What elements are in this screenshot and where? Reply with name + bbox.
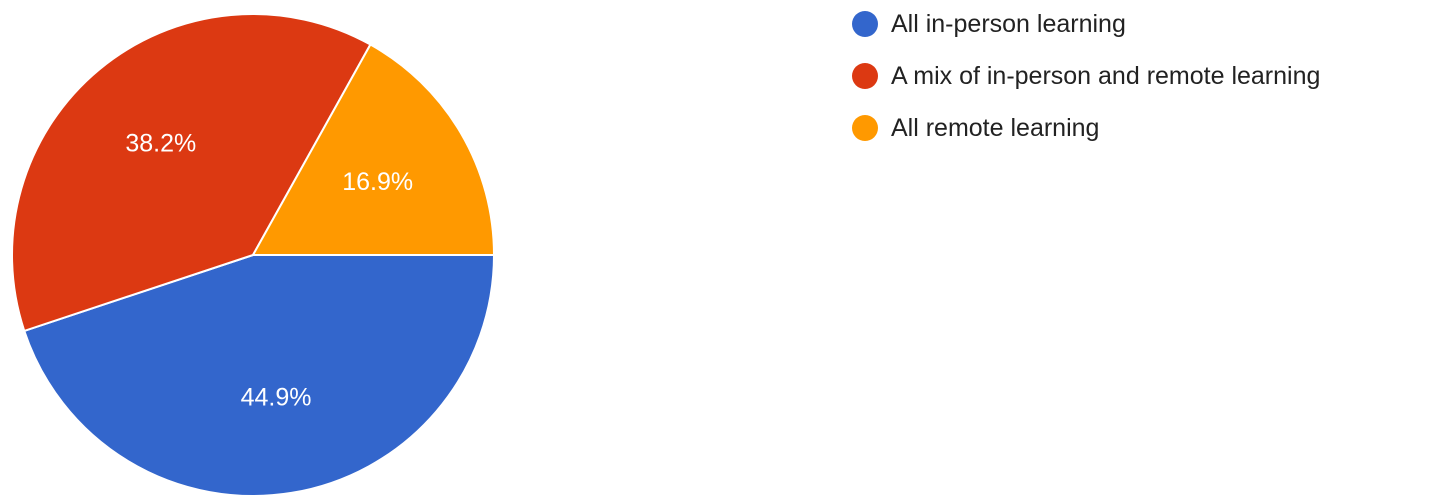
legend-item-1: All in-person learning — [852, 10, 1126, 38]
legend-item-3: All remote learning — [852, 114, 1099, 142]
pie-slice-2 — [11, 13, 372, 333]
pie-slice-3 — [251, 43, 496, 256]
pie-slice-label-3: 16.9% — [342, 168, 413, 196]
legend-swatch-3 — [852, 115, 878, 141]
legend-label-3: All remote learning — [891, 114, 1099, 142]
legend-label-2: A mix of in-person and remote learning — [891, 62, 1320, 90]
pie-slice-1 — [23, 254, 496, 497]
pie-slice-labels: 44.9% 38.2% 16.9% — [125, 130, 413, 412]
pie-slice-label-1: 44.9% — [241, 384, 312, 412]
legend-swatch-1 — [852, 11, 878, 37]
legend: All in-person learning A mix of in-person… — [852, 10, 1320, 142]
legend-item-2: A mix of in-person and remote learning — [852, 62, 1320, 90]
pie-slice-label-2: 38.2% — [125, 130, 196, 158]
legend-label-1: All in-person learning — [891, 10, 1126, 38]
legend-swatch-2 — [852, 63, 878, 89]
pie-slices — [11, 13, 496, 497]
